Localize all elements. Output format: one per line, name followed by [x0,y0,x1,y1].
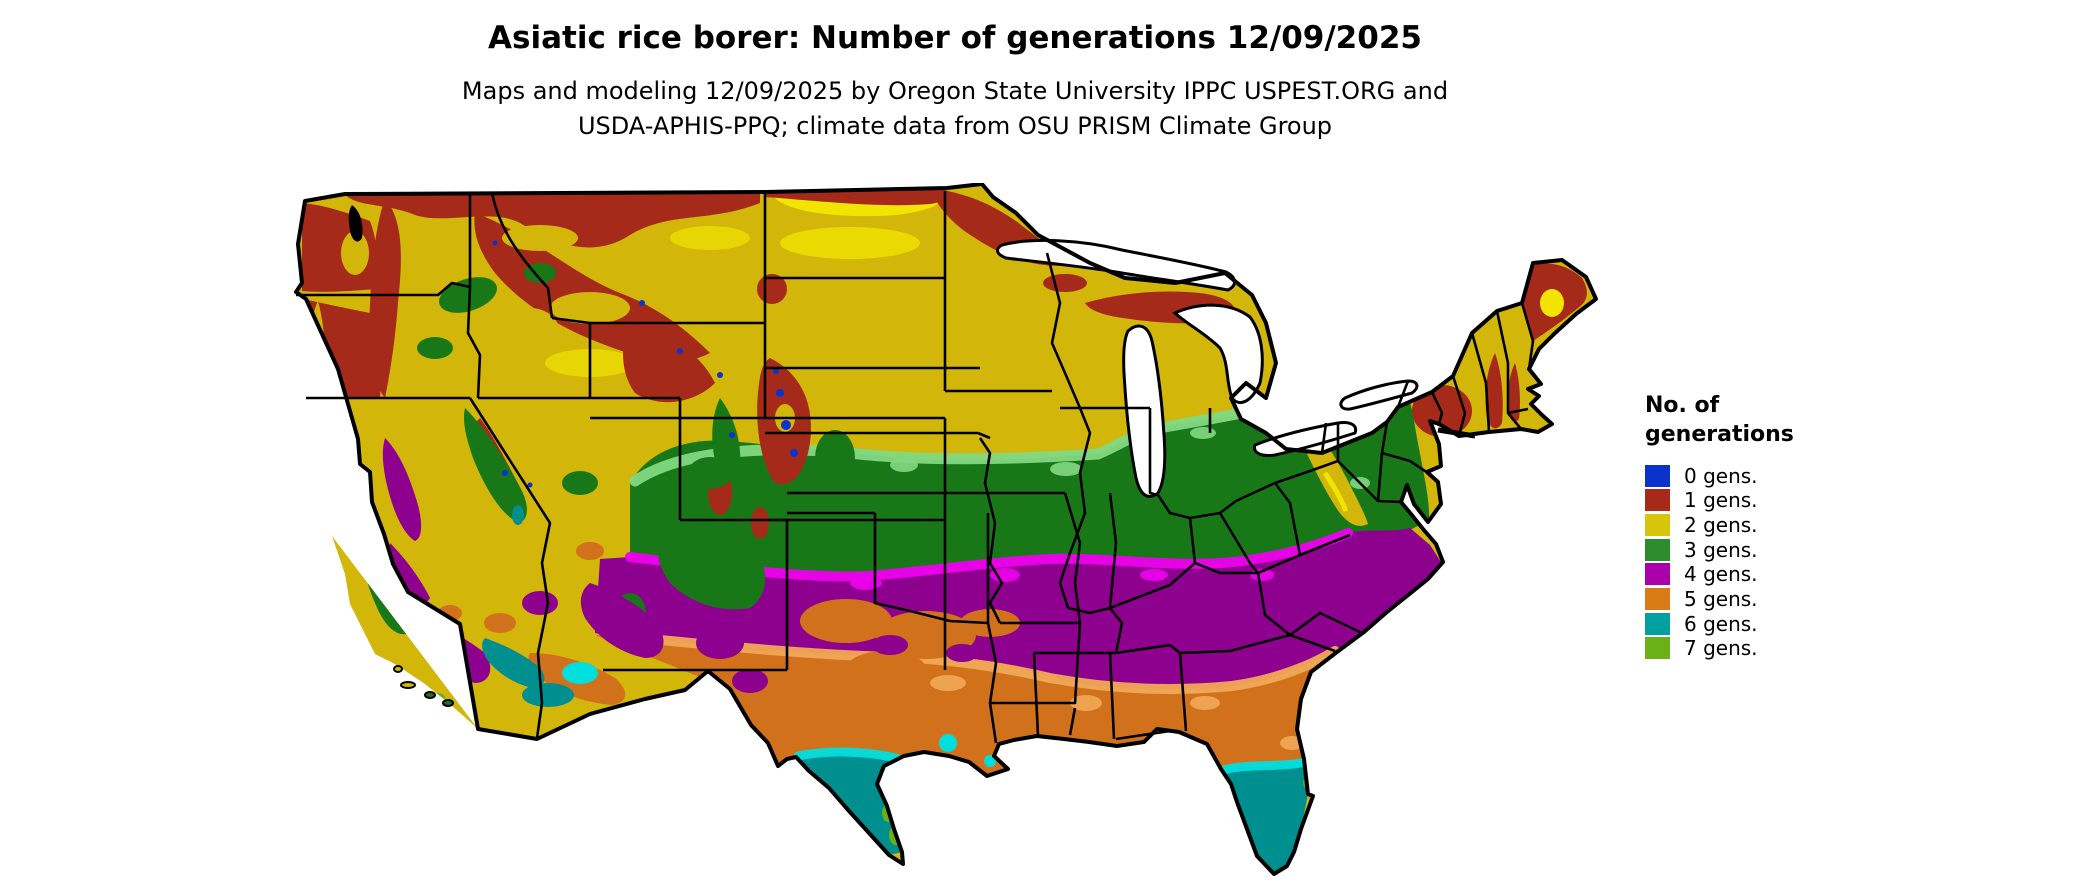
lake-ontario [1339,379,1419,411]
gold-holes-in-red [311,225,1564,432]
teal-speck-la [984,755,996,767]
subtitle-line2: USDA-APHIS-PPQ; climate data from OSU PR… [577,111,1333,140]
channel-islands [393,665,454,707]
legend-row-6gens: 6 gens. [1645,611,1865,636]
texas-magenta-holes [872,635,978,662]
lake-huron [1172,303,1264,404]
state-borders [296,191,1535,744]
subtitle-line1: Maps and modeling 12/09/2025 by Oregon S… [461,77,1449,105]
legend-row-1gens: 1 gens. [1645,488,1865,513]
us-generations-map [290,182,1600,885]
legend-label: 0 gens. [1684,463,1758,488]
legend-label: 7 gens. [1684,636,1758,661]
legend-label: 6 gens. [1684,611,1758,636]
class-6gens-south-florida [1222,763,1308,874]
map-legend: No. of generations 0 gens. 1 gens. 2 gen… [1645,392,1865,661]
lake-michigan [1122,324,1167,498]
puget-sound [348,205,363,242]
legend-swatch-2gens [1645,513,1670,536]
legend-label: 4 gens. [1684,562,1758,587]
legend-row-2gens: 2 gens. [1645,513,1865,538]
western-teal-patches [482,505,598,707]
legend-row-4gens: 4 gens. [1645,562,1865,587]
class-6gens-bright-edge-fl [1219,757,1310,775]
class-4gens-bright-edge [625,528,1353,582]
legend-swatch-7gens [1645,637,1670,660]
page-subtitle: Maps and modeling 12/09/2025 by Oregon S… [0,74,1910,144]
legend-swatch-3gens [1645,538,1670,561]
class-6gens-south-texas [796,754,928,855]
teal-speck-houston [939,734,957,752]
class-5gens-light-edge [615,631,1340,695]
map-svg [294,182,1598,876]
legend-label: 5 gens. [1684,586,1758,611]
legend-label: 2 gens. [1684,512,1758,537]
legend-swatch-5gens [1645,587,1670,610]
lake-superior [996,238,1236,292]
class-6gens-bright-edge-tx [793,747,933,779]
legend-label: 3 gens. [1684,537,1758,562]
legend-rows: 0 gens. 1 gens. 2 gens. 3 gens. 4 gens. … [1645,463,1865,661]
legend-row-5gens: 5 gens. [1645,587,1865,612]
legend-swatch-1gens [1645,489,1670,512]
page-title: Asiatic rice borer: Number of generation… [488,20,1422,56]
header: Asiatic rice borer: Number of generation… [0,0,1910,144]
legend-label: 1 gens. [1684,488,1758,513]
appalachian-ridge-line [1322,471,1349,512]
legend-title: No. of generations [1645,393,1794,447]
legend-row-3gens: 3 gens. [1645,537,1865,562]
legend-swatch-6gens [1645,612,1670,635]
great-lakes [348,205,1419,498]
us-outline [294,182,1598,876]
legend-row-0gens: 0 gens. [1645,463,1865,488]
legend-row-7gens: 7 gens. [1645,636,1865,661]
lake-erie [1252,421,1358,457]
legend-swatch-0gens [1645,464,1670,487]
class-0gens-specks [492,240,798,488]
legend-swatch-4gens [1645,563,1670,586]
